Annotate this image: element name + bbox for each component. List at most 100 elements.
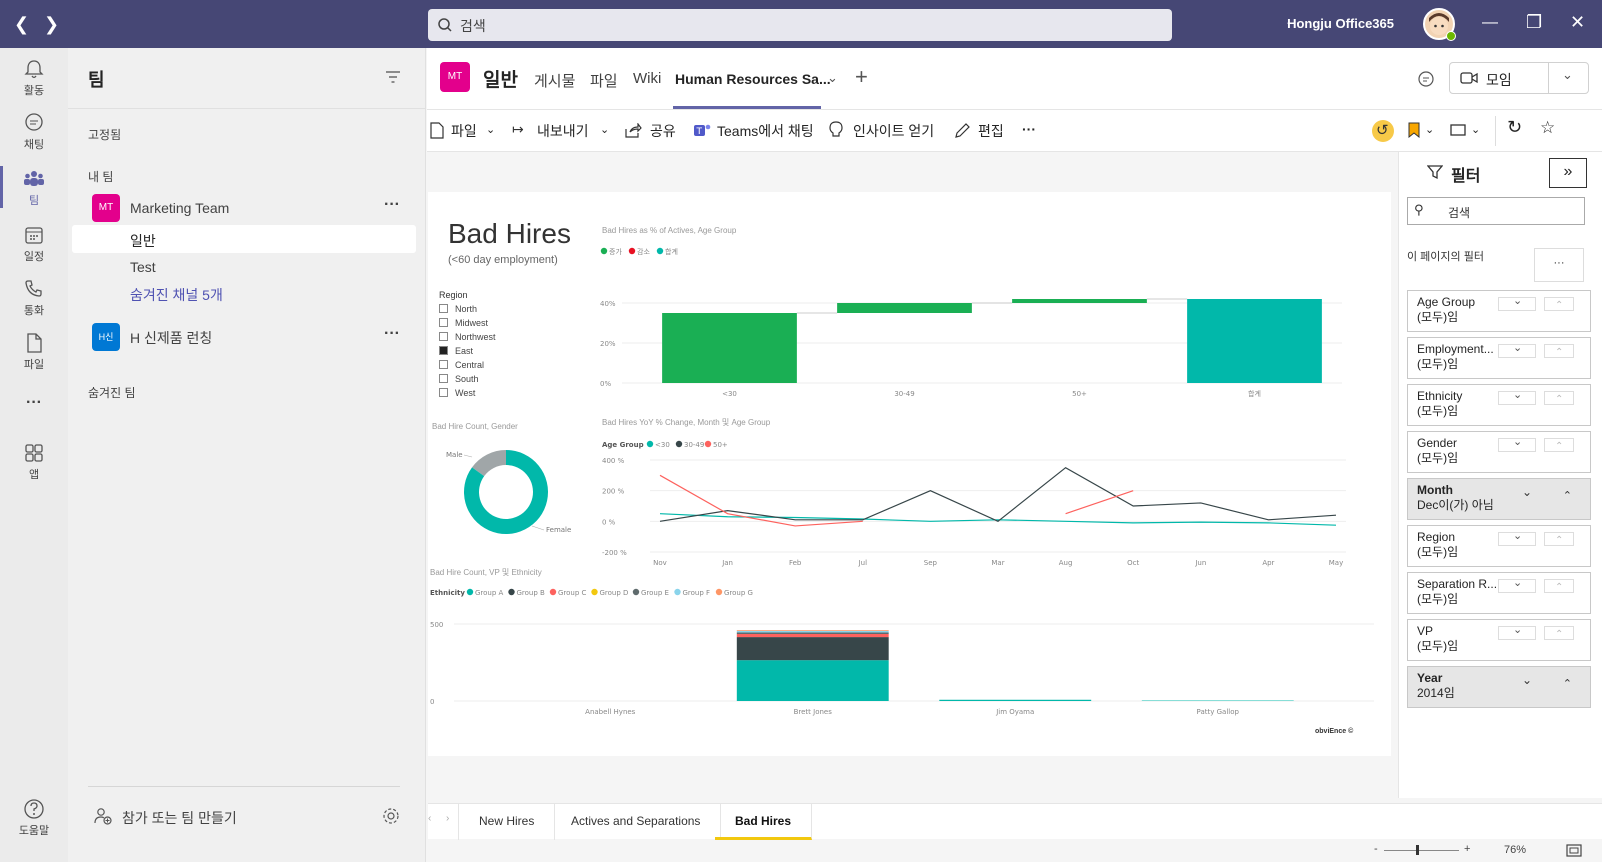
region-option[interactable]: Midwest: [439, 318, 488, 331]
rail-more-button[interactable]: ···: [26, 394, 42, 411]
close-icon[interactable]: ✕: [1570, 12, 1586, 32]
hidden-channels-link[interactable]: 숨겨진 채널 5개: [130, 287, 223, 303]
chevron-down-icon[interactable]: ⌄: [827, 70, 838, 85]
maximize-icon[interactable]: ❐: [1526, 12, 1543, 32]
checkbox[interactable]: [439, 360, 448, 369]
reset-icon[interactable]: ↺: [1372, 120, 1394, 142]
team-name[interactable]: H 신제품 런칭: [130, 330, 213, 346]
avatar[interactable]: [1423, 8, 1455, 40]
collapse-chevron-icon[interactable]: ⌃: [1544, 391, 1574, 405]
region-option[interactable]: South: [439, 374, 479, 387]
channel-item-test[interactable]: Test: [130, 259, 156, 275]
chevron-down-icon[interactable]: ⌄: [600, 124, 610, 136]
get-insights-button[interactable]: 인사이트 얻기: [853, 123, 935, 139]
hidden-teams-label[interactable]: 숨겨진 팀: [88, 386, 136, 400]
fit-to-page-icon[interactable]: [1566, 844, 1582, 857]
tab-human-resources[interactable]: Human Resources Sa...: [675, 71, 831, 87]
collapse-chevron-icon[interactable]: ⌃: [1544, 297, 1574, 311]
chevron-down-icon[interactable]: ⌄: [486, 124, 496, 136]
filter-card[interactable]: Separation R... (모두)임 ⌄ ⌃: [1407, 572, 1591, 614]
checkbox[interactable]: [439, 332, 448, 341]
page-filters-more-button[interactable]: ···: [1534, 248, 1584, 282]
checkbox[interactable]: [439, 388, 448, 397]
expand-chevron-icon[interactable]: ⌄: [1521, 485, 1532, 499]
region-option[interactable]: North: [439, 304, 477, 317]
collapse-chevron-icon[interactable]: ⌃: [1544, 626, 1574, 640]
chat-in-teams-button[interactable]: Teams에서 채팅: [717, 123, 814, 139]
filter-card[interactable]: Month Dec이(가) 아님 ⌄ ⌃: [1407, 478, 1591, 520]
zoom-slider-thumb[interactable]: [1416, 845, 1419, 855]
forward-icon[interactable]: ❯: [44, 14, 60, 34]
rail-item-calls[interactable]: 통화: [0, 278, 68, 318]
tab-wiki[interactable]: Wiki: [633, 70, 662, 87]
share-button[interactable]: 공유: [650, 123, 676, 139]
channel-item-general[interactable]: 일반: [130, 233, 156, 249]
settings-gear-icon[interactable]: [382, 807, 400, 825]
collapse-chevron-icon[interactable]: ⌃: [1544, 344, 1574, 358]
region-option[interactable]: Northwest: [439, 332, 496, 345]
search-bar[interactable]: 검색: [428, 9, 1172, 41]
collapse-chevron-icon[interactable]: ⌃: [1544, 532, 1574, 546]
filter-card[interactable]: Age Group (모두)임 ⌄ ⌃: [1407, 290, 1591, 332]
collapse-chevron-icon[interactable]: ⌃: [1544, 438, 1574, 452]
checkbox[interactable]: [439, 374, 448, 383]
filter-card[interactable]: VP (모두)임 ⌄ ⌃: [1407, 619, 1591, 661]
tab-files[interactable]: 파일: [590, 73, 618, 90]
collapse-chevron-icon[interactable]: ⌃: [1562, 490, 1572, 502]
chevron-down-icon[interactable]: ⌄: [1471, 124, 1481, 136]
rail-item-chat[interactable]: 채팅: [0, 112, 68, 152]
rail-item-activity[interactable]: 활동: [0, 58, 68, 98]
chevron-down-icon[interactable]: ⌄: [1425, 124, 1435, 136]
page-tab-new-hires[interactable]: New Hires: [458, 804, 556, 840]
region-option[interactable]: East: [439, 346, 473, 359]
scroll-right-icon[interactable]: ›: [446, 813, 450, 824]
team-more-button[interactable]: ···: [384, 196, 400, 213]
expand-chevron-icon[interactable]: ⌄: [1498, 389, 1536, 405]
expand-chevron-icon[interactable]: ⌄: [1498, 530, 1536, 546]
filter-card[interactable]: Region (모두)임 ⌄ ⌃: [1407, 525, 1591, 567]
filter-card[interactable]: Gender (모두)임 ⌄ ⌃: [1407, 431, 1591, 473]
expand-chevron-icon[interactable]: ⌄: [1521, 673, 1532, 687]
rail-item-files[interactable]: 파일: [0, 332, 68, 372]
back-icon[interactable]: ❮: [14, 14, 30, 34]
refresh-icon[interactable]: ↻: [1507, 117, 1523, 137]
zoom-slider[interactable]: [1384, 850, 1459, 851]
collapse-chevron-icon[interactable]: ⌃: [1544, 579, 1574, 593]
meet-button[interactable]: 모임 ⌄: [1449, 62, 1589, 94]
rail-item-help[interactable]: 도움말: [0, 798, 68, 838]
tab-posts[interactable]: 게시물: [534, 73, 576, 90]
add-tab-icon[interactable]: +: [855, 64, 868, 89]
team-name[interactable]: Marketing Team: [130, 200, 230, 216]
region-option[interactable]: West: [439, 388, 475, 401]
star-icon[interactable]: ☆: [1540, 118, 1556, 137]
expand-chevron-icon[interactable]: ⌄: [1498, 342, 1536, 358]
bookmark-icon[interactable]: [1408, 122, 1420, 138]
conversation-icon[interactable]: [1417, 70, 1435, 88]
filter-card[interactable]: Year 2014임 ⌄ ⌃: [1407, 666, 1591, 708]
edit-button[interactable]: 편집: [978, 123, 1004, 139]
rail-item-calendar[interactable]: 일정: [0, 224, 68, 264]
rail-item-teams[interactable]: 팀: [0, 168, 68, 208]
scroll-left-icon[interactable]: ‹: [428, 813, 432, 824]
filter-icon[interactable]: [385, 70, 401, 84]
filters-search-input[interactable]: ⚲ 검색: [1407, 197, 1585, 225]
expand-chevron-icon[interactable]: ⌄: [1498, 577, 1536, 593]
expand-chevron-icon[interactable]: ⌄: [1498, 436, 1536, 452]
join-create-team-button[interactable]: 참가 또는 팀 만들기: [122, 810, 237, 826]
page-tab-bad-hires[interactable]: Bad Hires: [715, 804, 813, 840]
expand-chevron-icon[interactable]: ⌄: [1498, 295, 1536, 311]
zoom-in-button[interactable]: +: [1464, 843, 1471, 855]
team-more-button[interactable]: ···: [384, 325, 400, 342]
rail-item-apps[interactable]: 앱: [0, 442, 68, 482]
minimize-icon[interactable]: —: [1482, 14, 1498, 31]
file-menu-button[interactable]: 파일: [451, 123, 477, 139]
checkbox[interactable]: [439, 346, 448, 355]
zoom-out-button[interactable]: -: [1374, 843, 1378, 855]
filter-card[interactable]: Employment... (모두)임 ⌄ ⌃: [1407, 337, 1591, 379]
checkbox[interactable]: [439, 304, 448, 313]
checkbox[interactable]: [439, 318, 448, 327]
export-menu-button[interactable]: 내보내기: [537, 123, 589, 139]
view-icon[interactable]: [1450, 124, 1466, 136]
more-options-button[interactable]: ···: [1286, 14, 1300, 30]
page-tab-actives-separations[interactable]: Actives and Separations: [551, 804, 722, 840]
